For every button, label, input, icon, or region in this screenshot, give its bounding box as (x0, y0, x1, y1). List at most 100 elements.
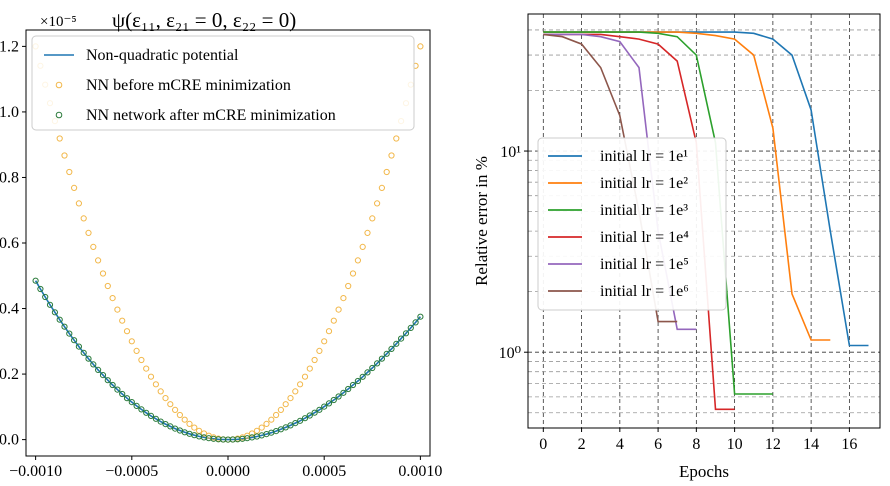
left-marker-1-53 (287, 395, 294, 402)
left-marker-2-8 (71, 337, 78, 344)
left-legend-label-2: NN network after mCRE minimization (86, 107, 336, 124)
left-marker-1-35 (200, 430, 208, 437)
left-marker-1-65 (345, 282, 352, 290)
right-x-tick-label-1: 2 (578, 436, 586, 453)
left-marker-2-76 (398, 335, 405, 342)
right-y-tick-label-1: 10¹ (500, 144, 521, 161)
left-marker-1-72 (378, 184, 385, 191)
right-x-tick-label-3: 6 (654, 436, 662, 453)
left-marker-2-5 (56, 316, 63, 323)
left-marker-2-56 (301, 415, 309, 422)
left-chart: ×10⁻⁵ ψ(ε₁₁, ε₂₁ = 0, ε₂₂ = 0) −0.0010 −0… (0, 8, 442, 480)
left-marker-1-51 (277, 406, 284, 413)
left-marker-2-58 (311, 409, 318, 416)
left-marker-2-2 (42, 293, 49, 301)
left-marker-1-9 (75, 200, 83, 207)
left-marker-1-45 (248, 430, 256, 437)
left-marker-1-69 (364, 229, 371, 236)
left-marker-1-50 (273, 411, 280, 419)
left-marker-1-12 (90, 243, 97, 250)
left-marker-2-75 (393, 340, 400, 347)
left-marker-2-73 (383, 350, 390, 357)
left-legend-swatch-1 (55, 81, 63, 89)
left-x-tick-label-3: 0.0005 (302, 463, 346, 480)
left-marker-2-54 (292, 420, 299, 427)
right-y-axis-label: Relative error in % (472, 156, 491, 286)
left-marker-2-16 (109, 381, 116, 389)
left-marker-2-19 (123, 395, 131, 402)
left-y-tick-label-2: 0.4 (0, 301, 19, 318)
right-x-tick-label-7: 14 (803, 436, 819, 453)
left-marker-2-78 (407, 324, 414, 331)
left-marker-2-53 (287, 422, 294, 429)
left-marker-1-30 (176, 411, 183, 419)
left-legend-label-1: NN before mCRE minimization (86, 77, 291, 94)
left-marker-1-68 (359, 243, 366, 250)
left-marker-2-23 (143, 409, 150, 416)
left-marker-1-61 (325, 328, 333, 335)
right-legend-label-1: initial lr = 1e² (600, 175, 688, 192)
left-marker-1-32 (186, 420, 193, 427)
right-x-tick-label-4: 8 (692, 436, 700, 453)
right-axes-frame (527, 13, 881, 429)
right-x-tick-label-6: 12 (765, 436, 781, 453)
left-marker-2-22 (138, 406, 145, 413)
left-marker-2-69 (364, 369, 371, 376)
left-marker-1-21 (133, 347, 140, 354)
left-x-tick-label-0: −0.0010 (9, 463, 62, 480)
left-marker-2-11 (85, 355, 92, 362)
left-marker-1-46 (253, 427, 260, 434)
left-marker-1-16 (109, 295, 116, 302)
left-marker-1-58 (311, 356, 318, 364)
left-marker-2-14 (99, 372, 107, 379)
left-marker-2-65 (345, 385, 352, 393)
left-marker-1-23 (143, 365, 150, 372)
left-marker-1-11 (85, 229, 92, 236)
left-marker-2-9 (75, 343, 83, 350)
left-marker-1-47 (258, 424, 265, 431)
right-x-tick-label-2: 4 (616, 436, 624, 453)
left-marker-1-57 (306, 365, 313, 372)
left-marker-1-74 (388, 152, 395, 159)
left-y-tick-label-0: 0.0 (0, 432, 19, 449)
left-y-tick-label-6: 1.2 (0, 38, 19, 55)
left-marker-2-27 (162, 421, 169, 428)
left-marker-1-8 (71, 184, 78, 191)
left-marker-2-6 (61, 323, 68, 330)
left-marker-1-73 (383, 168, 390, 176)
left-marker-1-19 (123, 328, 131, 335)
left-y-ticks: 0.0 0.2 0.4 0.6 0.8 1.0 1.2 (0, 38, 26, 449)
right-legend: initial lr = 1e¹ initial lr = 1e² initial … (537, 137, 727, 311)
left-chart-scale-label: ×10⁻⁵ (40, 14, 77, 30)
left-marker-1-31 (181, 416, 188, 423)
left-plot-area (32, 43, 424, 443)
left-marker-2-77 (402, 330, 410, 337)
right-legend-label-5: initial lr = 1e⁶ (600, 283, 689, 300)
left-marker-1-54 (292, 388, 299, 395)
left-x-tick-label-2: 0.0000 (206, 463, 250, 480)
left-legend: Non-quadratic potential NN before mCRE mi… (31, 35, 415, 131)
left-marker-1-48 (263, 420, 270, 427)
left-marker-2-61 (325, 400, 333, 407)
left-marker-2-55 (297, 417, 304, 424)
left-y-tick-label-5: 1.0 (0, 104, 19, 121)
left-y-tick-label-1: 0.2 (0, 366, 19, 383)
left-marker-1-22 (138, 356, 145, 364)
left-marker-2-21 (133, 402, 140, 409)
left-marker-1-56 (301, 373, 309, 380)
right-y-ticks: 10⁰ 10¹ (499, 144, 528, 362)
left-marker-1-17 (114, 306, 121, 313)
right-x-ticks: 0 2 4 6 8 10 12 14 16 (539, 428, 857, 453)
left-marker-1-10 (80, 215, 87, 222)
left-x-tick-label-1: −0.0005 (105, 463, 158, 480)
left-marker-1-49 (268, 416, 275, 423)
left-chart-title: ψ(ε₁₁, ε₂₁ = 0, ε₂₂ = 0) (112, 8, 296, 32)
right-chart: 0 2 4 6 8 10 12 14 16 10⁰ 10¹ Epochs Relative err… (472, 13, 881, 481)
left-marker-2-24 (147, 412, 155, 419)
left-marker-1-52 (282, 401, 289, 408)
left-marker-1-28 (167, 401, 174, 408)
left-marker-1-20 (128, 338, 135, 345)
left-marker-1-60 (321, 338, 328, 345)
left-marker-2-59 (316, 406, 323, 413)
